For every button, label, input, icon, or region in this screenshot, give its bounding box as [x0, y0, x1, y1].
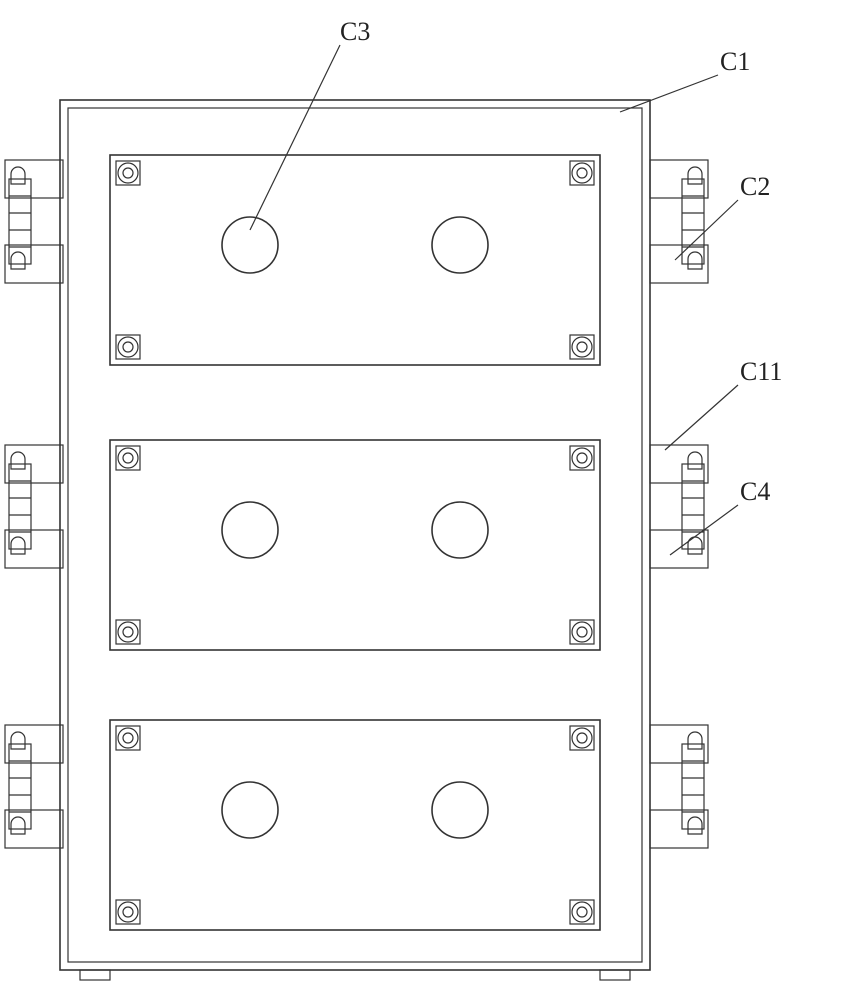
callout-label: C1	[720, 47, 750, 76]
side-bracket	[682, 744, 704, 829]
panel-screw	[116, 726, 140, 750]
annotations: C3 C1 C2 C11 C4	[250, 17, 782, 555]
panel	[110, 155, 600, 365]
side-bracket	[9, 179, 31, 264]
panel-screw	[116, 446, 140, 470]
panel-screw	[116, 620, 140, 644]
panel-screw	[570, 620, 594, 644]
side-bracket	[682, 464, 704, 549]
cabinet-frame	[60, 100, 650, 980]
panel-screw	[116, 161, 140, 185]
side-bracket	[9, 464, 31, 549]
panel-screw	[570, 446, 594, 470]
panel-screw	[570, 161, 594, 185]
panel	[110, 720, 600, 930]
callout-label: C3	[340, 17, 370, 46]
panel	[110, 440, 600, 650]
panel-screw	[570, 335, 594, 359]
panel-screw	[570, 726, 594, 750]
callout-label: C11	[740, 357, 782, 386]
side-bracket	[9, 744, 31, 829]
panel-screw	[116, 335, 140, 359]
panel-screw	[116, 900, 140, 924]
callout-label: C4	[740, 477, 770, 506]
side-bracket	[682, 179, 704, 264]
callout-label: C2	[740, 172, 770, 201]
panel-screw	[570, 900, 594, 924]
